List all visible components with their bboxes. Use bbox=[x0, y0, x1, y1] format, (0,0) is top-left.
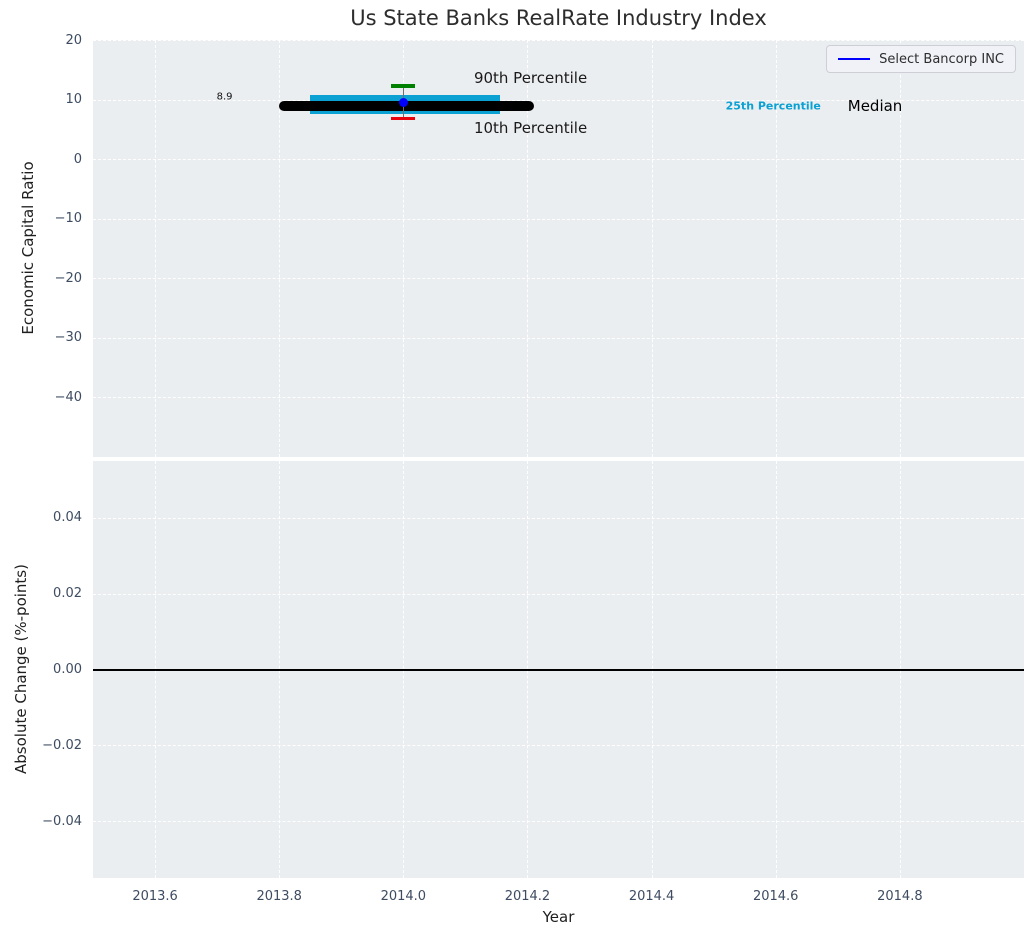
gridline-horizontal bbox=[93, 218, 1024, 220]
y-tick-label: −20 bbox=[54, 270, 82, 286]
gridline-horizontal bbox=[93, 821, 1024, 823]
top-plot-panel: 8.9 90th Percentile 10th Percentile 25th Pe… bbox=[93, 40, 1024, 457]
annotation-median-label: Median bbox=[847, 97, 903, 116]
gridline-horizontal bbox=[93, 40, 1024, 41]
annotation-p25-label: 25th Percentile bbox=[725, 99, 821, 113]
gridline-horizontal bbox=[93, 397, 1024, 399]
y-axis-label-top: Economic Capital Ratio bbox=[19, 161, 37, 335]
y-tick-label: −40 bbox=[54, 389, 82, 405]
legend-label: Select Bancorp INC bbox=[879, 51, 1004, 67]
annotation-p10-label: 10th Percentile bbox=[473, 119, 588, 138]
median-line bbox=[279, 101, 534, 112]
y-tick-label: 0.02 bbox=[53, 586, 82, 602]
chart-title: Us State Banks RealRate Industry Index bbox=[350, 6, 767, 30]
gridline-vertical bbox=[155, 40, 157, 457]
x-tick-label: 2014.6 bbox=[752, 889, 799, 904]
x-tick-label: 2014.8 bbox=[877, 889, 923, 904]
bottom-plot-panel bbox=[93, 461, 1024, 878]
gridline-vertical bbox=[651, 40, 653, 457]
y-tick-label: −0.04 bbox=[42, 813, 82, 829]
gridline-horizontal bbox=[93, 745, 1024, 747]
x-axis-label: Year bbox=[542, 908, 575, 926]
data-point-select-bancorp bbox=[398, 98, 408, 108]
y-tick-label: 0.00 bbox=[53, 662, 82, 677]
x-tick-label: 2013.8 bbox=[256, 889, 302, 904]
gridline-vertical bbox=[403, 40, 405, 457]
y-tick-label: 0.04 bbox=[53, 510, 82, 526]
gridline-vertical bbox=[899, 40, 901, 457]
x-tick-label: 2014.2 bbox=[504, 889, 551, 904]
y-tick-label: −10 bbox=[54, 211, 82, 227]
error-bar-cap-90th-percentile bbox=[391, 84, 416, 88]
gridline-horizontal bbox=[93, 99, 1024, 101]
gridline-horizontal bbox=[93, 517, 1024, 519]
gridline-vertical bbox=[775, 40, 777, 457]
legend: Select Bancorp INC bbox=[826, 45, 1016, 73]
gridline-horizontal bbox=[93, 593, 1024, 595]
annotation-p90-label: 90th Percentile bbox=[473, 69, 588, 88]
x-tick-label: 2013.6 bbox=[132, 889, 178, 904]
legend-line-sample bbox=[838, 58, 871, 60]
error-bar-cap-10th-percentile bbox=[391, 116, 416, 121]
y-tick-label: 10 bbox=[65, 92, 82, 108]
gridline-horizontal bbox=[93, 159, 1024, 161]
gridline-vertical bbox=[527, 40, 529, 457]
annotation-median-value-label: 8.9 bbox=[216, 91, 233, 103]
x-tick-label: 2014.0 bbox=[380, 889, 427, 904]
x-tick-label: 2014.4 bbox=[628, 889, 675, 904]
y-tick-label: 0 bbox=[73, 151, 82, 167]
zero-line bbox=[93, 668, 1024, 671]
y-tick-label: −0.02 bbox=[42, 737, 82, 753]
y-tick-label: 20 bbox=[65, 32, 82, 48]
gridline-vertical bbox=[279, 40, 281, 457]
gridline-horizontal bbox=[93, 337, 1024, 339]
y-tick-label: −30 bbox=[54, 330, 82, 346]
gridline-horizontal bbox=[93, 278, 1024, 280]
